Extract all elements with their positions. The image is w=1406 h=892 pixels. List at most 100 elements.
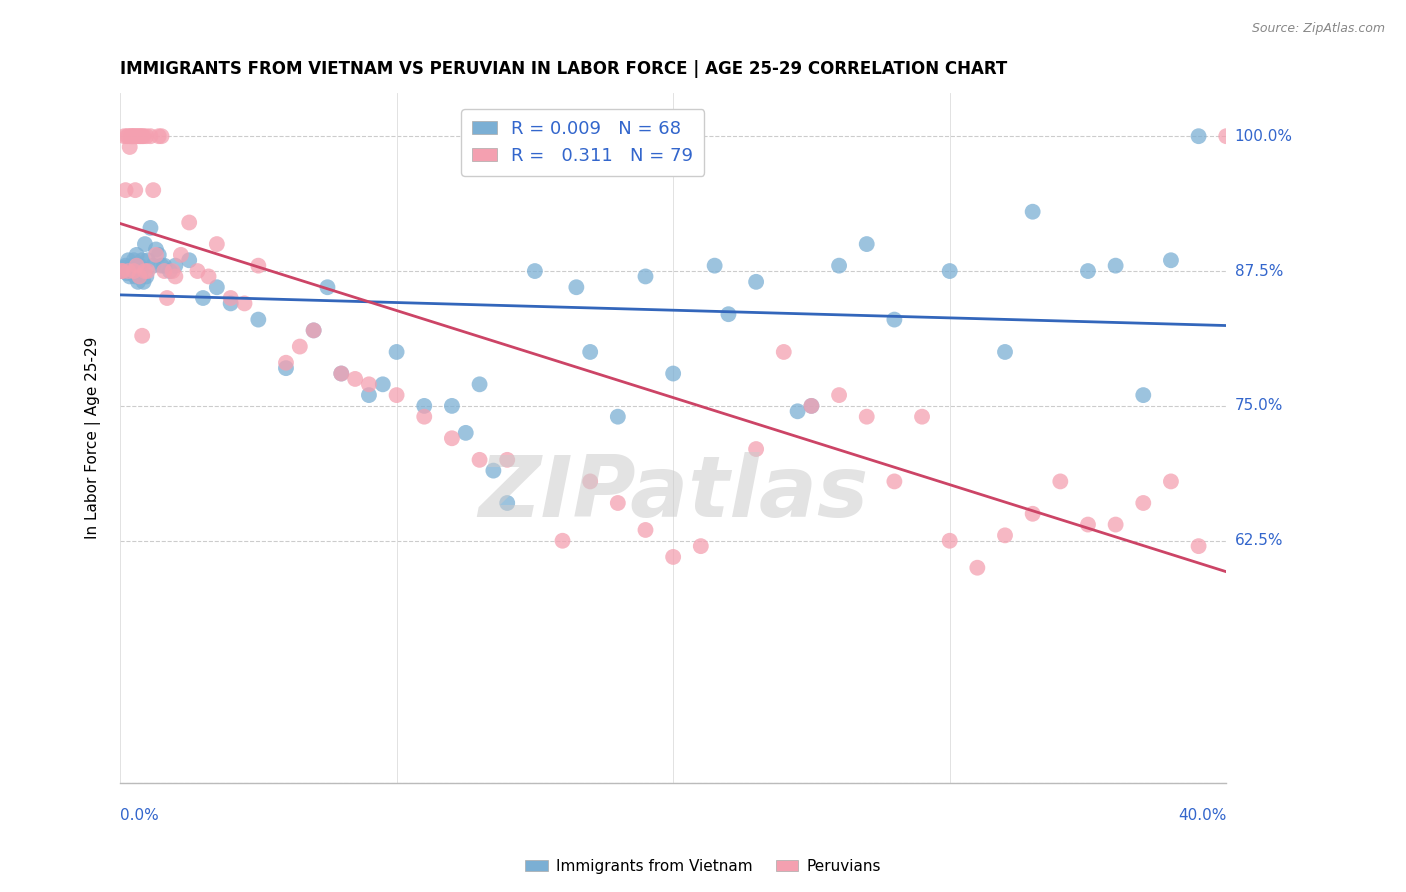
Point (134, 264, 156, 278)
Point (316, 280, 339, 294)
Point (132, 275, 155, 289)
Point (1160, 253, 1182, 268)
Point (142, 183, 165, 197)
Point (994, 528, 1017, 542)
Point (786, 404, 808, 418)
Point (551, 533, 574, 548)
Point (145, 243, 167, 257)
Point (134, 237, 156, 252)
Point (302, 323, 325, 337)
Point (115, 129, 138, 144)
Point (966, 560, 988, 574)
Point (205, 237, 228, 252)
Point (634, 269, 657, 284)
Point (523, 264, 546, 278)
Point (128, 259, 150, 273)
Point (112, 129, 135, 144)
Point (118, 140, 141, 154)
Y-axis label: In Labor Force | Age 25-29: In Labor Force | Age 25-29 (86, 337, 101, 540)
Point (606, 409, 628, 424)
Point (162, 264, 184, 278)
Point (717, 307, 740, 321)
Point (468, 453, 491, 467)
Text: 87.5%: 87.5% (1234, 263, 1282, 278)
Point (131, 253, 153, 268)
Point (111, 264, 134, 278)
Point (219, 291, 242, 305)
Point (662, 367, 685, 381)
Point (122, 129, 145, 144)
Point (117, 129, 139, 144)
Point (117, 253, 139, 268)
Point (153, 259, 176, 273)
Point (274, 361, 297, 376)
Point (136, 253, 159, 268)
Point (634, 523, 657, 537)
Point (111, 264, 134, 278)
Point (579, 475, 602, 489)
Point (165, 269, 187, 284)
Point (496, 453, 519, 467)
Point (122, 253, 145, 268)
Point (150, 259, 173, 273)
Point (1049, 475, 1071, 489)
Point (129, 129, 152, 144)
Point (110, 264, 132, 278)
Point (148, 129, 170, 144)
Point (1021, 204, 1043, 219)
Point (125, 129, 148, 144)
Point (153, 264, 176, 278)
Point (125, 248, 148, 262)
Text: IMMIGRANTS FROM VIETNAM VS PERUVIAN IN LABOR FORCE | AGE 25-29 CORRELATION CHART: IMMIGRANTS FROM VIETNAM VS PERUVIAN IN L… (120, 60, 1007, 78)
Point (1104, 259, 1126, 273)
Point (703, 259, 725, 273)
Point (938, 533, 960, 548)
Point (142, 259, 165, 273)
Point (179, 215, 201, 229)
Point (128, 269, 150, 284)
Point (139, 129, 162, 144)
Point (689, 539, 711, 553)
Point (800, 399, 823, 413)
Point (482, 464, 505, 478)
Point (1187, 129, 1209, 144)
Point (132, 129, 155, 144)
Point (800, 399, 823, 413)
Point (117, 264, 139, 278)
Point (150, 129, 173, 144)
Point (197, 269, 219, 284)
Point (662, 549, 685, 564)
Point (139, 220, 162, 235)
Point (125, 259, 148, 273)
Point (330, 367, 353, 381)
Point (110, 264, 132, 278)
Point (247, 259, 270, 273)
Point (828, 388, 851, 402)
Text: 40.0%: 40.0% (1178, 808, 1226, 823)
Point (344, 372, 367, 386)
Point (135, 269, 157, 284)
Point (302, 323, 325, 337)
Point (115, 266, 138, 280)
Point (159, 264, 181, 278)
Text: 100.0%: 100.0% (1234, 128, 1292, 144)
Point (148, 248, 170, 262)
Point (121, 129, 143, 144)
Point (413, 399, 436, 413)
Point (828, 259, 851, 273)
Point (1077, 264, 1099, 278)
Point (165, 259, 187, 273)
Point (114, 183, 136, 197)
Point (938, 264, 960, 278)
Point (1104, 517, 1126, 532)
Point (114, 259, 136, 273)
Text: 0.0%: 0.0% (120, 808, 159, 823)
Point (855, 237, 877, 252)
Point (468, 377, 491, 392)
Point (124, 183, 146, 197)
Point (883, 475, 905, 489)
Point (136, 264, 159, 278)
Point (120, 264, 142, 278)
Point (330, 367, 353, 381)
Point (127, 275, 149, 289)
